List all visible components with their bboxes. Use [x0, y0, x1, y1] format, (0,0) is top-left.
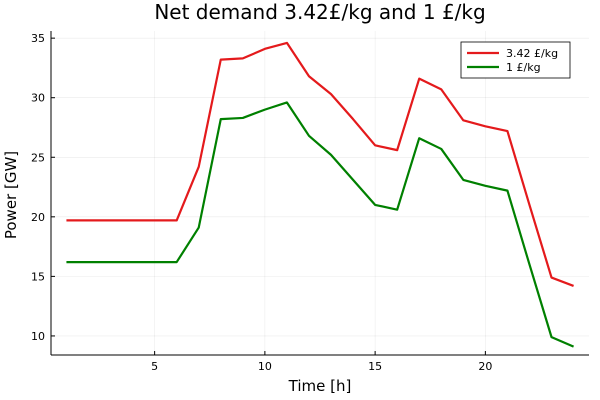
- axes: [50, 31, 589, 356]
- series-line-1: [66, 41, 574, 287]
- x-tick-label: 20: [478, 360, 492, 373]
- grid: [51, 31, 589, 355]
- x-axis-label: Time [h]: [288, 377, 352, 395]
- legend-label: 3.42 £/kg: [506, 47, 558, 60]
- x-tick-label: 10: [258, 360, 272, 373]
- series-line-2: [66, 101, 575, 348]
- x-tick-label: 5: [151, 360, 158, 373]
- tick-labels: 5 10 15 20 10 15 20 25 30 35: [31, 32, 492, 373]
- y-tick-label: 20: [31, 211, 45, 224]
- y-tick-label: 25: [31, 151, 45, 164]
- y-tick-label: 10: [31, 330, 45, 343]
- x-tick-label: 15: [368, 360, 382, 373]
- legend: 3.42 £/kg1 £/kg: [460, 41, 571, 79]
- y-tick-label: 35: [31, 32, 45, 45]
- legend-box: [460, 41, 571, 79]
- y-tick-label: 15: [31, 270, 45, 283]
- legend-label: 1 £/kg: [506, 61, 541, 74]
- y-tick-label: 30: [31, 92, 45, 105]
- y-axis-label: Power [GW]: [2, 151, 20, 239]
- chart-title: Net demand 3.42£/kg and 1 £/kg: [154, 0, 485, 24]
- series-group: [66, 41, 575, 348]
